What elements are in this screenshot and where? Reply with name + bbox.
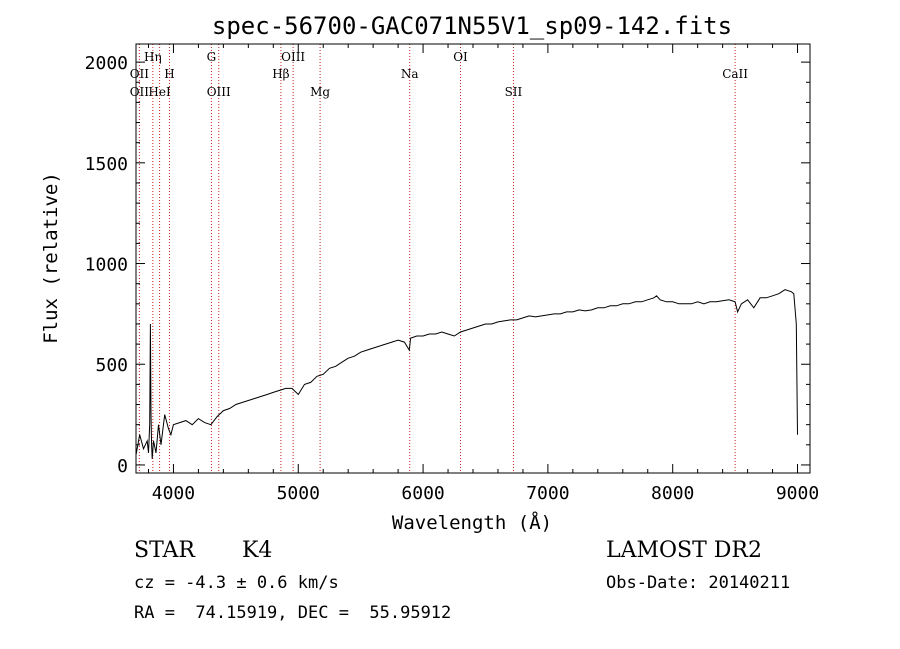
- y-axis-ticks: 0 500 1000 1500 2000: [85, 53, 810, 477]
- x-tick-label: 5000: [277, 483, 320, 504]
- line-marker-label: G: [207, 50, 217, 64]
- line-marker-label: OIII: [207, 85, 231, 99]
- x-tick-label: 6000: [401, 483, 444, 504]
- plot-frame: [135, 43, 811, 474]
- line-marker-label: Hη: [144, 50, 162, 64]
- object-class: STAR: [134, 538, 195, 563]
- line-marker-label: OI: [453, 50, 468, 64]
- spectrum-line: [135, 289, 798, 459]
- y-tick-label: 2000: [85, 53, 128, 74]
- sky-coordinates: RA = 74.15919, DEC = 55.95912: [134, 603, 452, 623]
- chart-title: spec-56700-GAC071N55V1_sp09-142.fits: [212, 12, 732, 40]
- x-axis-ticks: 4000 5000 6000 7000 8000 9000: [147, 44, 819, 504]
- y-tick-label: 0: [117, 456, 128, 477]
- x-tick-label: 4000: [152, 483, 195, 504]
- line-marker-label: Mg: [310, 85, 330, 99]
- line-marker-label: Hβ: [272, 67, 289, 81]
- y-tick-label: 500: [95, 355, 128, 376]
- x-tick-label: 9000: [776, 483, 819, 504]
- line-marker-label: OIII: [281, 50, 305, 64]
- x-tick-label: 7000: [526, 483, 569, 504]
- line-marker-label: H: [164, 67, 174, 81]
- line-marker-label: HeI: [148, 85, 171, 99]
- plot-series: [135, 289, 798, 459]
- y-tick-label: 1000: [85, 255, 128, 276]
- y-axis-label: Flux (relative): [40, 172, 62, 344]
- line-marker-label: Na: [401, 67, 419, 81]
- line-marker-label: OII: [130, 67, 150, 81]
- redshift-velocity: cz = -4.3 ± 0.6 km/s: [134, 573, 339, 593]
- object-subclass: K4: [242, 538, 273, 563]
- x-axis-label: Wavelength (Å): [392, 511, 552, 534]
- survey-name: LAMOST DR2: [606, 538, 762, 563]
- x-tick-label: 8000: [651, 483, 694, 504]
- y-tick-label: 1500: [85, 154, 128, 175]
- observation-date: Obs-Date: 20140211: [606, 573, 791, 593]
- line-marker-label: OII: [130, 85, 150, 99]
- spectral-line-markers: OII OII Hη HeI H G OIII OIII Hβ Mg Na OI SII CaII: [130, 44, 748, 473]
- line-marker-label: CaII: [722, 67, 748, 81]
- line-marker-label: SII: [505, 85, 523, 99]
